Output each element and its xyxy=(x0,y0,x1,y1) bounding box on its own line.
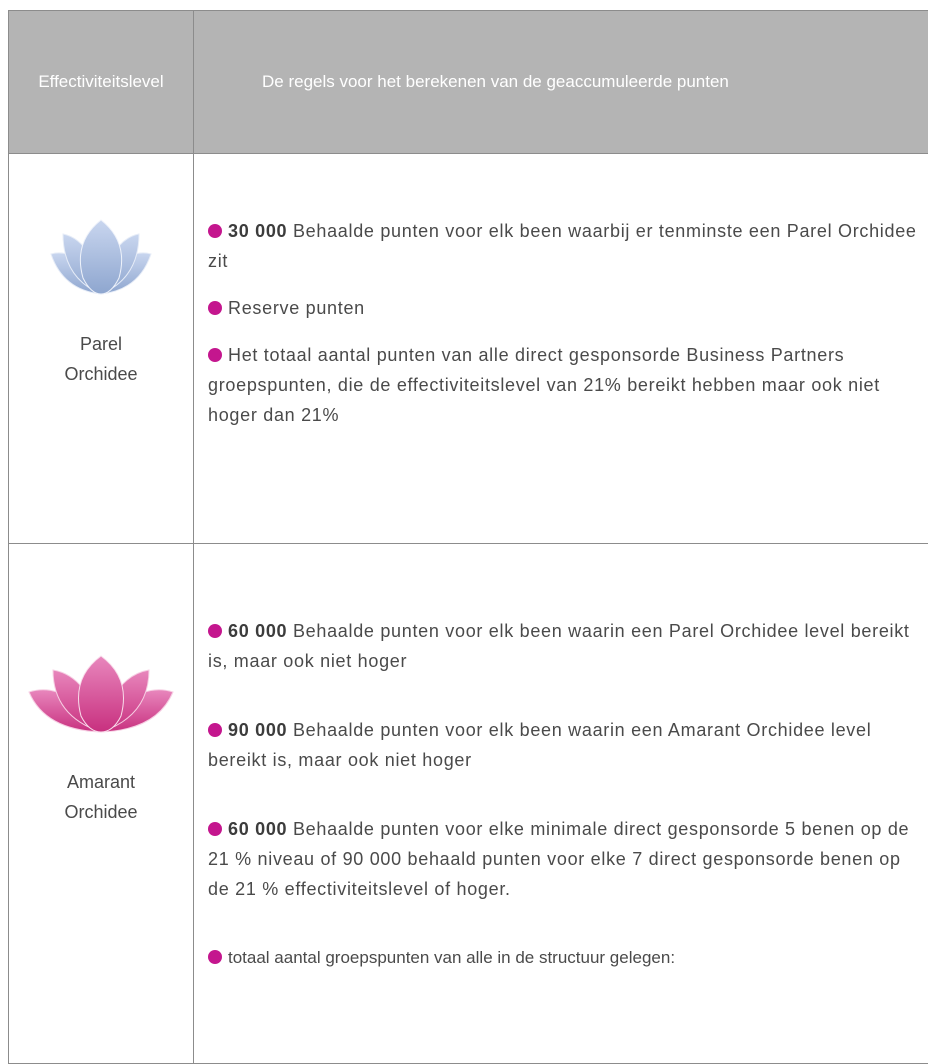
lotus-icon xyxy=(49,218,153,298)
header-cell: De regels voor het berekenen van de geac… xyxy=(194,11,928,154)
points-amount: 30 000 xyxy=(228,221,287,241)
bullet xyxy=(208,822,222,836)
bullet xyxy=(208,301,222,315)
header-cell: Effectiviteitslevel xyxy=(9,11,194,154)
points-amount: 60 000 xyxy=(228,621,287,641)
bullet xyxy=(208,348,222,362)
rule-text: Behaalde punten voor elk been waarin een… xyxy=(208,720,871,770)
level-cell: Parel Orchidee xyxy=(9,154,194,544)
rule-item: Het totaal aantal punten van alle direct… xyxy=(208,340,917,430)
rule-item: Reserve punten xyxy=(208,293,917,323)
rule-text: Behaalde punten voor elk been waarbij er… xyxy=(208,221,917,271)
level-cell: Amarant Orchidee xyxy=(9,544,194,1064)
rule-text: totaal aantal groepspunten van alle in d… xyxy=(228,948,675,967)
header-row: Effectiviteitslevel De regels voor het b… xyxy=(9,11,928,154)
rule-text: Behaalde punten voor elke minimale direc… xyxy=(208,819,909,899)
row: Amarant Orchidee 60 000 Behaalde punten … xyxy=(9,544,928,1064)
rule-text: Reserve punten xyxy=(228,298,365,318)
lotus-icon xyxy=(27,654,175,736)
points-amount: 90 000 xyxy=(228,720,287,740)
rule-text: Behaalde punten voor elk been waarin een… xyxy=(208,621,910,671)
level-name: Parel Orchidee xyxy=(46,329,156,389)
page: Effectiviteitslevel De regels voor het b… xyxy=(0,0,928,1049)
rule-item: 30 000 Behaalde punten voor elk been waa… xyxy=(208,216,917,276)
rule-text: Het totaal aantal punten van alle direct… xyxy=(208,345,880,425)
rule-item: 60 000 Behaalde punten voor elke minimal… xyxy=(208,814,917,904)
rule-item: 60 000 Behaalde punten voor elk been waa… xyxy=(208,616,917,676)
bullet xyxy=(208,723,222,737)
row: Parel Orchidee 30 000 Behaalde punten vo… xyxy=(9,154,928,544)
points-amount: 60 000 xyxy=(228,819,287,839)
level-name: Amarant Orchidee xyxy=(46,767,156,827)
bullet xyxy=(208,224,222,238)
rules-cell: 60 000 Behaalde punten voor elk been waa… xyxy=(194,544,928,1064)
rule-item: totaal aantal groepspunten van alle in d… xyxy=(208,943,917,973)
header-text: De regels voor het berekenen van de geac… xyxy=(262,72,729,91)
bullet xyxy=(208,950,222,964)
rules-cell: 30 000 Behaalde punten voor elk been waa… xyxy=(194,154,928,544)
rule-item: 90 000 Behaalde punten voor elk been waa… xyxy=(208,715,917,775)
points-table: Effectiviteitslevel De regels voor het b… xyxy=(8,10,928,1064)
bullet xyxy=(208,624,222,638)
